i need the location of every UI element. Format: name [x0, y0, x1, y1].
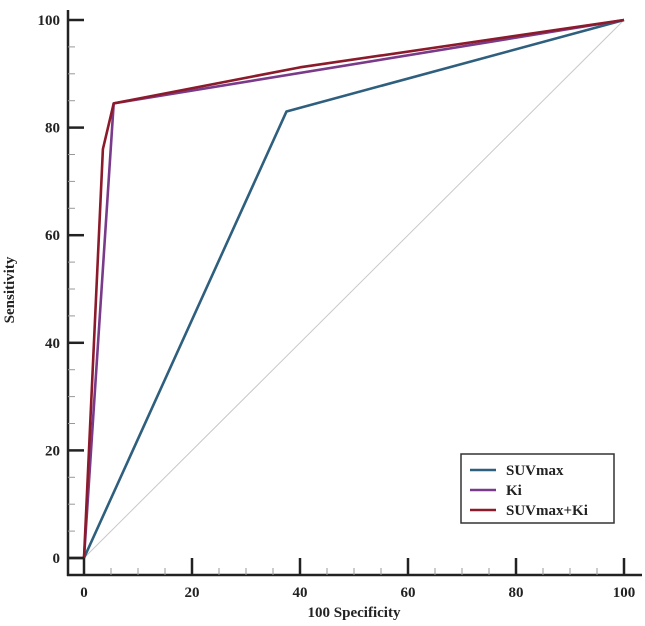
y-tick-label: 100: [38, 13, 61, 29]
y-tick-label: 80: [45, 121, 60, 137]
series-line-suvmax: [82, 18, 625, 559]
x-axis-title: 100 Specificity: [308, 605, 401, 621]
x-tick-label: 0: [80, 585, 88, 601]
legend-item-suvmax-ki: SUVmax+Ki: [470, 503, 588, 519]
legend-item-ki: Ki: [470, 483, 522, 499]
legend-label-suvmax: SUVmax: [506, 463, 564, 479]
y-axis-title: Sensitivity: [2, 256, 18, 323]
legend-label-suvmax-ki: SUVmax+Ki: [506, 503, 588, 519]
y-tick-label: 0: [53, 551, 61, 567]
y-tick-label: 20: [45, 443, 60, 459]
x-tick-label: 20: [185, 585, 200, 601]
series-layer: [82, 18, 625, 559]
legend-label-ki: Ki: [506, 483, 522, 499]
x-tick-label: 80: [509, 585, 524, 601]
legend-item-suvmax: SUVmax: [470, 463, 564, 479]
y-tick-label: 40: [45, 336, 60, 352]
y-ticks: 0 20 40 60 80 100: [38, 13, 84, 567]
axes: 0 20 40 60 80 100 0 20 40 60 80 100: [38, 10, 642, 601]
x-tick-label: 40: [293, 585, 308, 601]
legend: SUVmax Ki SUVmax+Ki: [460, 453, 615, 524]
x-ticks: 0 20 40 60 80 100: [80, 558, 635, 601]
reference-diagonal-line: [83, 19, 625, 559]
diagonal-line: [83, 19, 625, 559]
legend-box: [460, 453, 615, 524]
y-tick-label: 60: [45, 228, 60, 244]
series-line-suvmax-ki: [82, 18, 625, 559]
x-tick-label: 60: [401, 585, 416, 601]
x-tick-label: 100: [613, 585, 636, 601]
